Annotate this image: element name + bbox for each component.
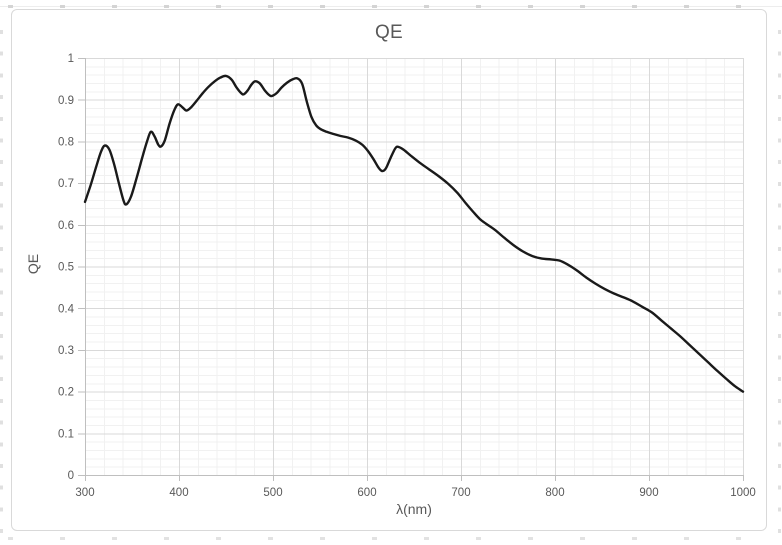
svg-text:800: 800 [545, 487, 564, 499]
qe-series-line [83, 74, 745, 393]
svg-text:0.2: 0.2 [58, 387, 74, 399]
svg-text:700: 700 [451, 487, 470, 499]
sheet-row-ticks-left [0, 30, 3, 535]
svg-text:0.1: 0.1 [58, 428, 74, 440]
plot-area: 0 0.1 0.2 0.3 0.4 0.5 0.6 0.7 0.8 0.9 1 300 400 500 60… [58, 53, 756, 499]
svg-text:300: 300 [75, 487, 94, 499]
svg-text:1: 1 [68, 53, 74, 65]
svg-text:900: 900 [639, 487, 658, 499]
x-axis-title: λ(nm) [396, 501, 432, 517]
major-gridlines [85, 58, 744, 476]
sheet-column-ticks-bottom [8, 537, 782, 540]
svg-text:600: 600 [357, 487, 376, 499]
sheet-row-ticks-right [778, 30, 781, 535]
svg-text:0.5: 0.5 [58, 262, 74, 274]
y-axis-title: QE [25, 253, 41, 275]
svg-text:0: 0 [68, 470, 74, 482]
axis-tick-marks [78, 58, 744, 481]
svg-text:0.9: 0.9 [58, 95, 74, 107]
chart-title: QE [374, 22, 404, 43]
svg-text:400: 400 [169, 487, 188, 499]
y-tick-labels: 0 0.1 0.2 0.3 0.4 0.5 0.6 0.7 0.8 0.9 1 [58, 53, 75, 482]
svg-text:0.6: 0.6 [58, 220, 74, 232]
svg-text:0.7: 0.7 [58, 178, 74, 190]
svg-text:500: 500 [263, 487, 282, 499]
svg-text:0.8: 0.8 [58, 137, 74, 149]
svg-text:0.3: 0.3 [58, 345, 74, 357]
axis-lines [85, 58, 743, 476]
svg-text:0.4: 0.4 [58, 303, 75, 315]
x-tick-labels: 300 400 500 600 700 800 900 1000 [75, 487, 755, 499]
chart-object[interactable]: 0 0.1 0.2 0.3 0.4 0.5 0.6 0.7 0.8 0.9 1 300 400 500 60… [11, 9, 767, 531]
svg-text:1000: 1000 [730, 487, 756, 499]
sheet-column-ticks-top [8, 5, 782, 8]
